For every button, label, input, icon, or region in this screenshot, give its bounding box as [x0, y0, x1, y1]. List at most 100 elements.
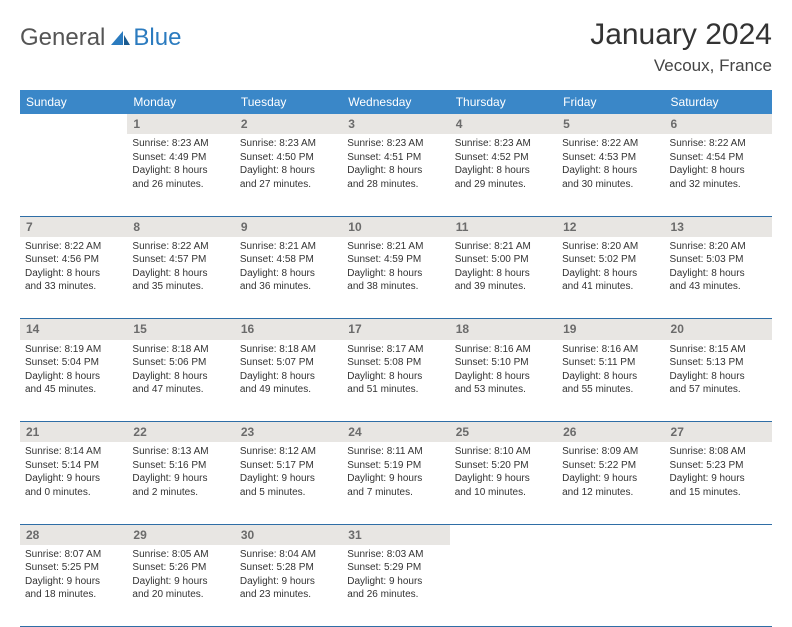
sunset-text: Sunset: 5:10 PM [455, 356, 552, 370]
weekday-header: Tuesday [235, 90, 342, 114]
daylight-text: Daylight: 9 hours [240, 575, 337, 589]
daylight-text: Daylight: 8 hours [240, 370, 337, 384]
sunset-text: Sunset: 5:07 PM [240, 356, 337, 370]
sunrise-text: Sunrise: 8:23 AM [132, 137, 229, 151]
day-cell: Sunrise: 8:12 AMSunset: 5:17 PMDaylight:… [235, 442, 342, 524]
daylight-text: Daylight: 8 hours [670, 267, 767, 281]
day-number: 8 [127, 216, 234, 237]
day-number: 26 [557, 422, 664, 443]
daylight-text: and 7 minutes. [347, 486, 444, 500]
sunset-text: Sunset: 5:16 PM [132, 459, 229, 473]
day-cell: Sunrise: 8:22 AMSunset: 4:56 PMDaylight:… [20, 237, 127, 319]
sunrise-text: Sunrise: 8:17 AM [347, 343, 444, 357]
daylight-text: Daylight: 8 hours [562, 267, 659, 281]
sunset-text: Sunset: 5:25 PM [25, 561, 122, 575]
daylight-text: Daylight: 8 hours [562, 370, 659, 384]
day-cell: Sunrise: 8:13 AMSunset: 5:16 PMDaylight:… [127, 442, 234, 524]
day-number [450, 524, 557, 545]
sunrise-text: Sunrise: 8:18 AM [132, 343, 229, 357]
logo-sail-icon [109, 29, 131, 47]
sunset-text: Sunset: 5:04 PM [25, 356, 122, 370]
day-cell: Sunrise: 8:22 AMSunset: 4:57 PMDaylight:… [127, 237, 234, 319]
day-number: 7 [20, 216, 127, 237]
daylight-text: Daylight: 9 hours [25, 575, 122, 589]
sunrise-text: Sunrise: 8:23 AM [455, 137, 552, 151]
sunset-text: Sunset: 5:00 PM [455, 253, 552, 267]
day-cell: Sunrise: 8:08 AMSunset: 5:23 PMDaylight:… [665, 442, 772, 524]
daylight-text: and 53 minutes. [455, 383, 552, 397]
daylight-text: and 12 minutes. [562, 486, 659, 500]
sunset-text: Sunset: 5:22 PM [562, 459, 659, 473]
day-cell: Sunrise: 8:09 AMSunset: 5:22 PMDaylight:… [557, 442, 664, 524]
day-cell: Sunrise: 8:11 AMSunset: 5:19 PMDaylight:… [342, 442, 449, 524]
sunrise-text: Sunrise: 8:07 AM [25, 548, 122, 562]
weekday-header: Monday [127, 90, 234, 114]
daylight-text: and 41 minutes. [562, 280, 659, 294]
daylight-text: and 18 minutes. [25, 588, 122, 602]
daylight-text: Daylight: 8 hours [562, 164, 659, 178]
daylight-text: Daylight: 8 hours [25, 267, 122, 281]
day-number: 20 [665, 319, 772, 340]
daylight-text: and 38 minutes. [347, 280, 444, 294]
sunrise-text: Sunrise: 8:22 AM [132, 240, 229, 254]
daylight-text: Daylight: 8 hours [347, 267, 444, 281]
daylight-text: Daylight: 8 hours [25, 370, 122, 384]
day-number-row: 21222324252627 [20, 422, 772, 443]
sunset-text: Sunset: 4:58 PM [240, 253, 337, 267]
location: Vecoux, France [590, 56, 772, 76]
day-cell [665, 545, 772, 627]
sunrise-text: Sunrise: 8:18 AM [240, 343, 337, 357]
sunset-text: Sunset: 5:19 PM [347, 459, 444, 473]
sunset-text: Sunset: 5:28 PM [240, 561, 337, 575]
sunset-text: Sunset: 5:20 PM [455, 459, 552, 473]
day-cell: Sunrise: 8:18 AMSunset: 5:07 PMDaylight:… [235, 340, 342, 422]
day-number: 11 [450, 216, 557, 237]
daylight-text: and 28 minutes. [347, 178, 444, 192]
day-cell: Sunrise: 8:16 AMSunset: 5:11 PMDaylight:… [557, 340, 664, 422]
daylight-text: and 47 minutes. [132, 383, 229, 397]
daylight-text: and 49 minutes. [240, 383, 337, 397]
day-cell: Sunrise: 8:16 AMSunset: 5:10 PMDaylight:… [450, 340, 557, 422]
daylight-text: Daylight: 8 hours [670, 370, 767, 384]
sunset-text: Sunset: 4:57 PM [132, 253, 229, 267]
day-number: 30 [235, 524, 342, 545]
day-cell: Sunrise: 8:21 AMSunset: 4:58 PMDaylight:… [235, 237, 342, 319]
sunrise-text: Sunrise: 8:23 AM [347, 137, 444, 151]
brand-part2: Blue [133, 24, 181, 52]
day-number: 4 [450, 114, 557, 134]
day-cell: Sunrise: 8:18 AMSunset: 5:06 PMDaylight:… [127, 340, 234, 422]
sunset-text: Sunset: 5:13 PM [670, 356, 767, 370]
daylight-text: Daylight: 8 hours [347, 164, 444, 178]
daylight-text: Daylight: 8 hours [455, 370, 552, 384]
day-cell: Sunrise: 8:03 AMSunset: 5:29 PMDaylight:… [342, 545, 449, 627]
daylight-text: and 2 minutes. [132, 486, 229, 500]
sunset-text: Sunset: 4:49 PM [132, 151, 229, 165]
day-cell [557, 545, 664, 627]
day-number: 17 [342, 319, 449, 340]
sunrise-text: Sunrise: 8:13 AM [132, 445, 229, 459]
sunrise-text: Sunrise: 8:09 AM [562, 445, 659, 459]
daylight-text: Daylight: 9 hours [347, 472, 444, 486]
day-number: 21 [20, 422, 127, 443]
sunrise-text: Sunrise: 8:16 AM [455, 343, 552, 357]
daylight-text: and 57 minutes. [670, 383, 767, 397]
sunrise-text: Sunrise: 8:11 AM [347, 445, 444, 459]
daylight-text: Daylight: 8 hours [455, 164, 552, 178]
daylight-text: Daylight: 9 hours [132, 575, 229, 589]
sunset-text: Sunset: 4:51 PM [347, 151, 444, 165]
sunset-text: Sunset: 4:56 PM [25, 253, 122, 267]
day-number: 23 [235, 422, 342, 443]
day-number: 24 [342, 422, 449, 443]
day-cell: Sunrise: 8:22 AMSunset: 4:54 PMDaylight:… [665, 134, 772, 216]
weekday-header: Wednesday [342, 90, 449, 114]
header: General Blue January 2024 Vecoux, France [20, 18, 772, 76]
daylight-text: Daylight: 9 hours [25, 472, 122, 486]
day-number: 12 [557, 216, 664, 237]
day-content-row: Sunrise: 8:19 AMSunset: 5:04 PMDaylight:… [20, 340, 772, 422]
day-cell: Sunrise: 8:20 AMSunset: 5:03 PMDaylight:… [665, 237, 772, 319]
brand-part1: General [20, 24, 105, 52]
day-number-row: 123456 [20, 114, 772, 134]
daylight-text: Daylight: 9 hours [132, 472, 229, 486]
day-cell: Sunrise: 8:15 AMSunset: 5:13 PMDaylight:… [665, 340, 772, 422]
sunrise-text: Sunrise: 8:22 AM [670, 137, 767, 151]
